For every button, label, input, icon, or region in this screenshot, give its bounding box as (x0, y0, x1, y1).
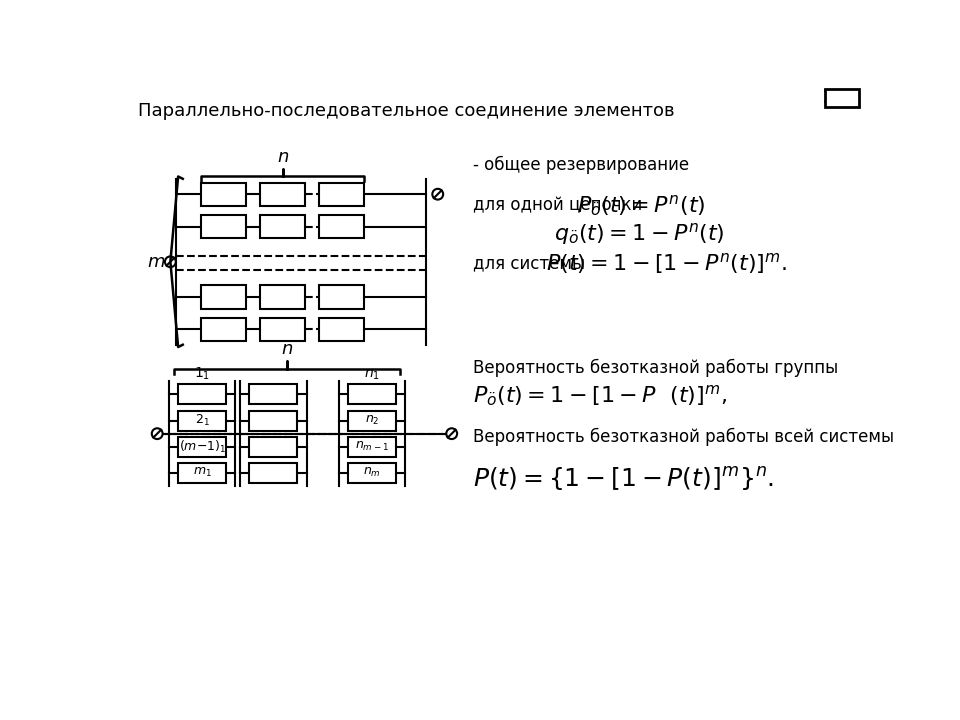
Bar (260, 215, 305, 238)
Text: $n_m$: $n_m$ (363, 467, 381, 480)
Bar (348, 384, 396, 405)
Bar (319, 215, 364, 238)
Bar (179, 410, 227, 431)
Text: $n_2$: $n_2$ (365, 414, 379, 427)
Text: n: n (281, 341, 293, 359)
Bar (179, 437, 227, 456)
Bar (250, 410, 298, 431)
Bar (348, 437, 396, 456)
Bar (202, 285, 247, 309)
Bar (260, 318, 305, 341)
Bar (202, 183, 247, 206)
Text: Параллельно-последовательное соединение элементов: Параллельно-последовательное соединение … (138, 102, 675, 120)
Text: $1_1$: $1_1$ (194, 366, 210, 382)
Bar (319, 285, 364, 309)
Bar (319, 318, 364, 341)
Bar (179, 463, 227, 483)
Text: для одной цепочки: для одной цепочки (472, 197, 642, 215)
Bar (348, 463, 396, 483)
Text: $m_1$: $m_1$ (193, 467, 211, 480)
Text: $n_1$: $n_1$ (364, 368, 380, 382)
Text: $n_{m-1}$: $n_{m-1}$ (355, 440, 389, 454)
Text: $q_{\ddot{o}}(t) = 1 - P^n(t)$: $q_{\ddot{o}}(t) = 1 - P^n(t)$ (554, 221, 725, 247)
Bar (202, 318, 247, 341)
Bar (179, 384, 227, 405)
Text: n: n (277, 148, 288, 166)
Bar (250, 463, 298, 483)
Text: $P_{\ddot{o}}(t) = P^n(t)$: $P_{\ddot{o}}(t) = P^n(t)$ (577, 193, 706, 219)
Bar (826, 89, 859, 107)
Text: для системы: для системы (472, 254, 585, 272)
Text: $P_{\ddot{o}}(t) = 1 - [1 - P\ \ (t)]^m,$: $P_{\ddot{o}}(t) = 1 - [1 - P\ \ (t)]^m,… (472, 383, 727, 409)
Bar (319, 183, 364, 206)
Text: Вероятность безотказной работы всей системы: Вероятность безотказной работы всей сист… (472, 428, 894, 446)
Text: $2_1$: $2_1$ (195, 413, 209, 428)
Bar (260, 285, 305, 309)
Text: $(m{-}1)_1$: $(m{-}1)_1$ (179, 438, 226, 455)
Bar (202, 215, 247, 238)
Text: $P(t) = 1 - [1 - P^n(t)]^m.$: $P(t) = 1 - [1 - P^n(t)]^m.$ (546, 251, 787, 276)
Text: Вероятность безотказной работы группы: Вероятность безотказной работы группы (472, 359, 838, 377)
Bar (260, 183, 305, 206)
Bar (348, 410, 396, 431)
Text: 172: 172 (822, 89, 863, 107)
Text: $P(t) = \{1 - [1 - P(t)]^m\}^n.$: $P(t) = \{1 - [1 - P(t)]^m\}^n.$ (472, 465, 774, 493)
Text: m: m (148, 253, 165, 271)
Text: - общее резервирование: - общее резервирование (472, 156, 688, 174)
Bar (250, 384, 298, 405)
Bar (250, 437, 298, 456)
